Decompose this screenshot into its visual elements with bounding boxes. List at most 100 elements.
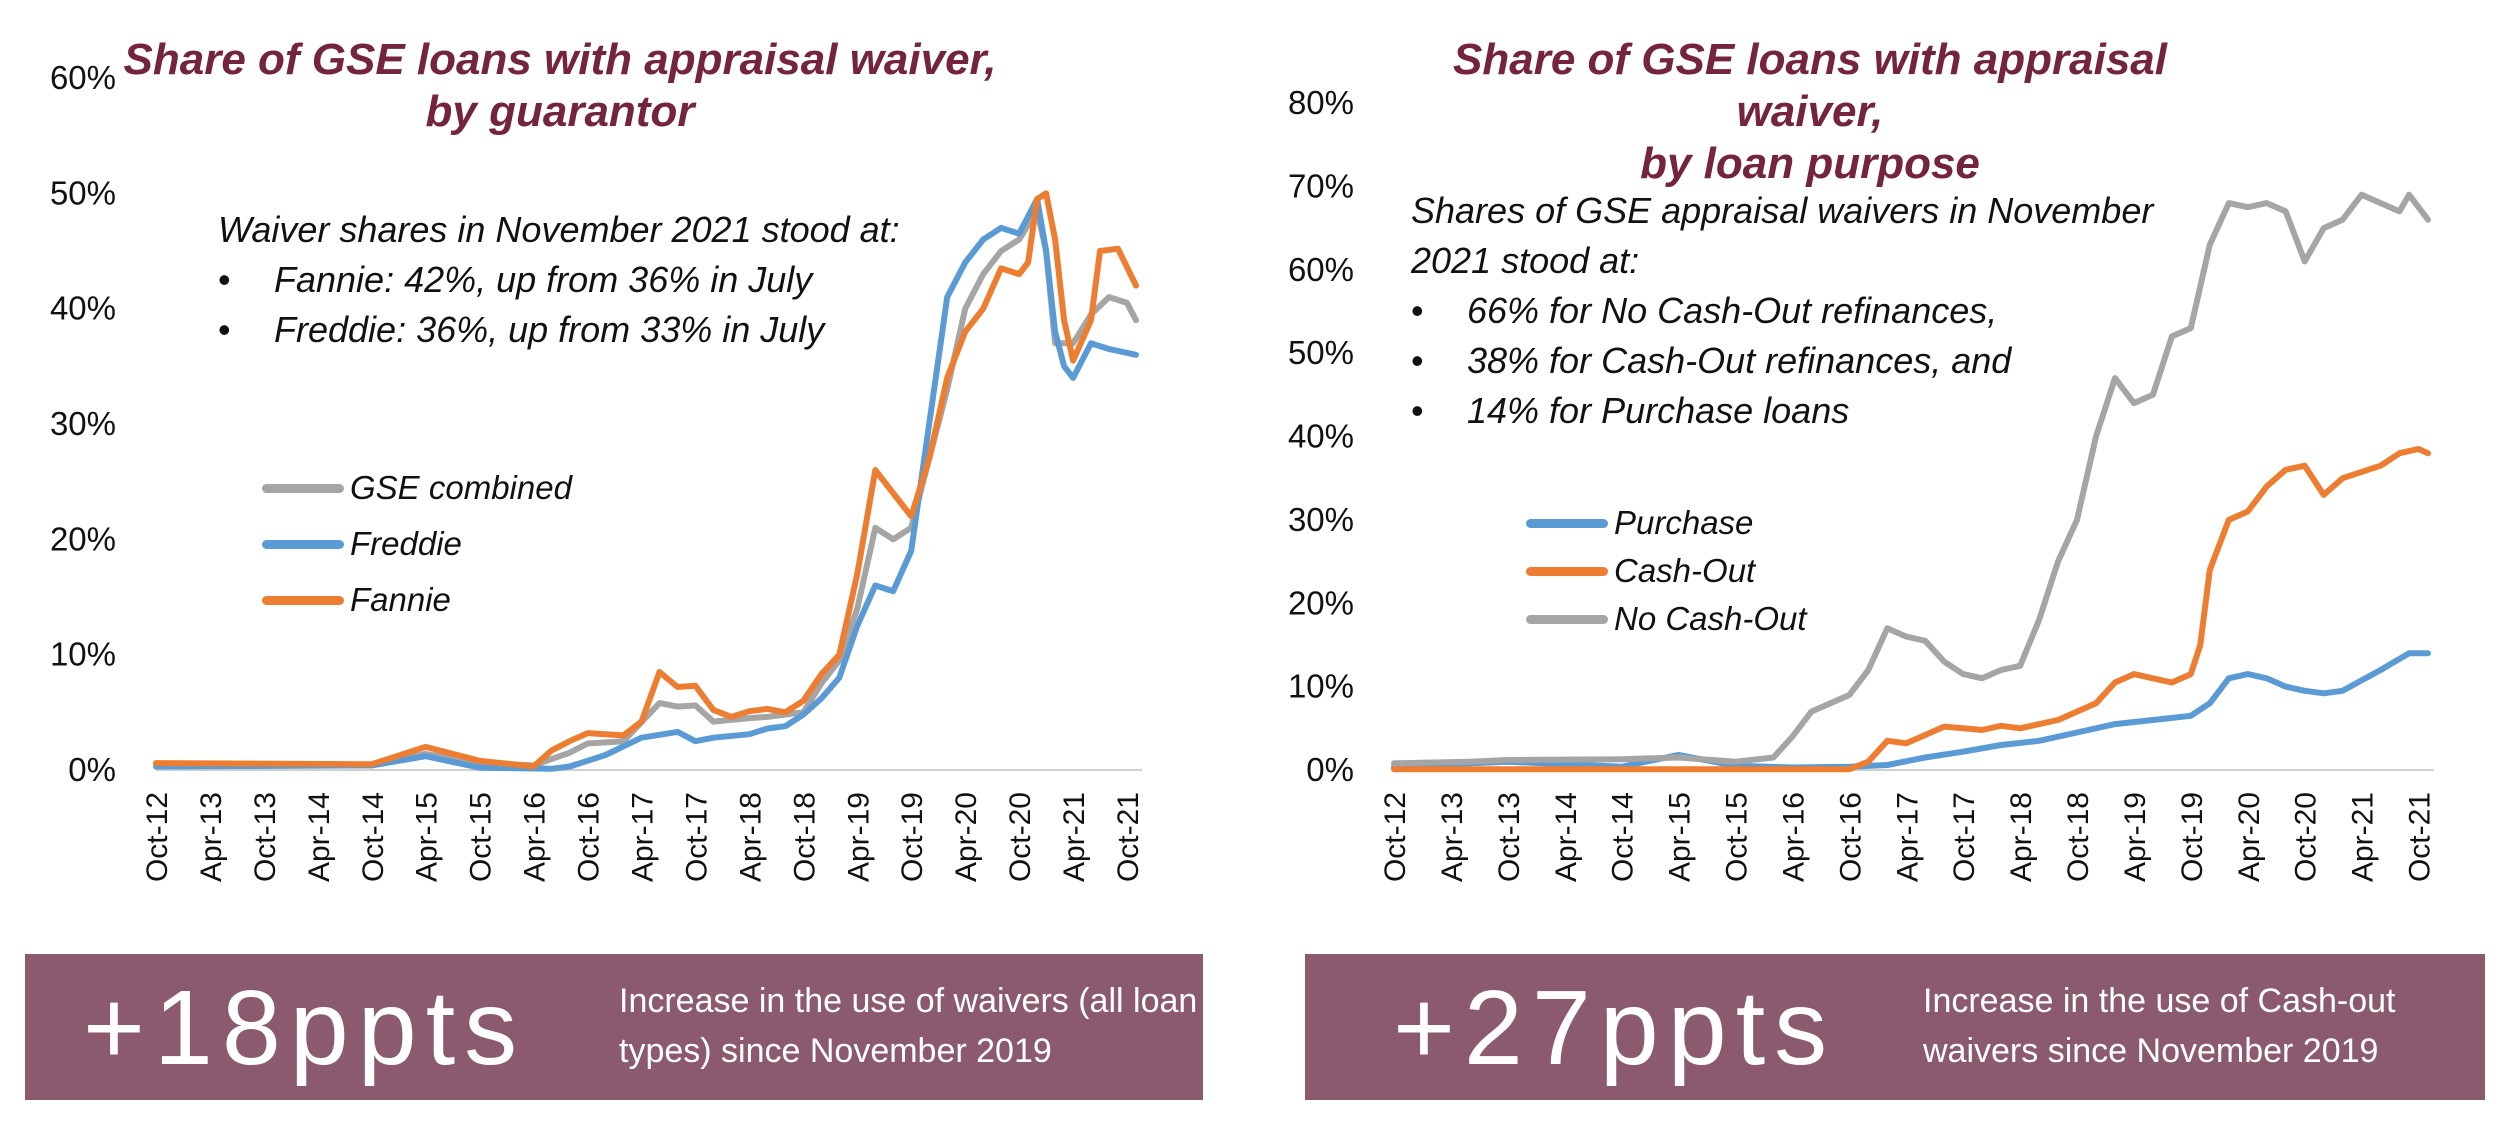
x-tick-label: Oct-15 — [465, 792, 498, 882]
x-tick-label: Oct-18 — [2062, 792, 2095, 882]
chart-legend: GSE combined Freddie Fannie — [262, 464, 572, 624]
legend-item-fannie: Fannie — [262, 576, 572, 624]
chart-annotation: Waiver shares in November 2021 stood at:… — [218, 205, 1098, 355]
x-tick-label: Oct-17 — [1948, 792, 1981, 882]
x-tick-label: Apr-18 — [734, 792, 767, 882]
chart-loan-purpose: 0% 10% 20% 30% 40% 50% 60% 70% 80% Oct-12 Apr-13 Oc… — [1288, 84, 2437, 882]
legend-swatch — [1526, 614, 1608, 624]
x-tick-label: Apr-21 — [1058, 792, 1091, 882]
legend-label: No Cash-Out — [1614, 600, 1807, 637]
x-tick-label: Apr-20 — [2233, 792, 2266, 882]
stat-value: +27ppts — [1393, 969, 1837, 1087]
series-line-cash-out — [1391, 446, 2431, 773]
x-tick-label: Oct-12 — [1379, 792, 1412, 882]
stat-description: Increase in the use of waivers (all loan… — [619, 982, 1198, 1070]
x-tick-label: Apr-21 — [2347, 792, 2380, 882]
legend-item-gse-combined: GSE combined — [262, 464, 572, 512]
legend-swatch — [1526, 566, 1608, 576]
y-tick-label: 40% — [50, 290, 116, 327]
stat-description: Increase in the use of Cash-out waivers … — [1923, 982, 2396, 1070]
x-tick-label: Apr-18 — [2005, 792, 2038, 882]
legend-item-cash-out: Cash-Out — [1526, 547, 1807, 595]
y-tick-label: 70% — [1288, 167, 1354, 204]
series-line-purchase — [1391, 650, 2431, 771]
x-tick-label: Oct-16 — [573, 792, 606, 882]
chart-title-line-1: Share of GSE loans with appraisal waiver… — [1453, 35, 2167, 136]
y-tick-label: 50% — [50, 174, 116, 211]
chart-title: Share of GSE loans with appraisal waiver… — [1400, 34, 2220, 190]
legend-label: Purchase — [1614, 504, 1754, 541]
y-tick-label: 30% — [50, 405, 116, 442]
y-tick-label: 10% — [50, 636, 116, 673]
legend-item-purchase: Purchase — [1526, 499, 1807, 547]
x-tick-label: Oct-20 — [2290, 792, 2323, 882]
legend-label: GSE combined — [350, 469, 572, 506]
y-tick-label: 60% — [1288, 251, 1354, 288]
annotation-heading: Shares of GSE appraisal waivers in Novem… — [1411, 190, 2154, 281]
y-tick-label: 80% — [1288, 84, 1354, 121]
x-tick-label: Apr-14 — [303, 792, 336, 882]
annotation-bullet: 66% for No Cash-Out refinances, — [1411, 286, 2171, 336]
y-tick-label: 0% — [1306, 751, 1354, 788]
legend-swatch — [262, 595, 344, 605]
annotation-bullet: Fannie: 42%, up from 36% in July — [218, 255, 1098, 305]
legend-label: Cash-Out — [1614, 552, 1756, 589]
x-tick-label: Oct-13 — [1493, 792, 1526, 882]
y-tick-label: 0% — [68, 751, 116, 788]
x-tick-label: Oct-20 — [1004, 792, 1037, 882]
y-tick-label: 40% — [1288, 418, 1354, 455]
chart-title-line-2: by loan purpose — [1640, 139, 1980, 188]
x-tick-label: Apr-20 — [950, 792, 983, 882]
annotation-bullet: 38% for Cash-Out refinances, and — [1411, 336, 2171, 386]
chart-guarantor: 0% 10% 20% 30% 40% 50% 60% Oct-12 Apr-13 Oct-13 Ap… — [50, 59, 1145, 882]
y-tick-label: 10% — [1288, 668, 1354, 705]
x-tick-label: Apr-14 — [1550, 792, 1583, 882]
y-tick-label: 20% — [1288, 584, 1354, 621]
x-tick-label: Apr-13 — [1436, 792, 1469, 882]
x-tick-label: Oct-21 — [2404, 792, 2437, 882]
x-tick-label: Apr-16 — [519, 792, 552, 882]
x-tick-label: Apr-17 — [1891, 792, 1924, 882]
x-tick-label: Apr-17 — [627, 792, 660, 882]
legend-swatch — [262, 483, 344, 493]
annotation-bullet: 14% for Purchase loans — [1411, 386, 2171, 436]
chart-title-line-1: Share of GSE loans with appraisal waiver… — [123, 35, 997, 84]
stat-box-cash-out: +27ppts Increase in the use of Cash-out … — [1305, 954, 2485, 1100]
y-tick-label: 20% — [50, 520, 116, 557]
chart-title-line-2: by guarantor — [425, 87, 695, 136]
x-tick-label: Oct-19 — [896, 792, 929, 882]
x-tick-label: Oct-21 — [1112, 792, 1145, 882]
annotation-bullet: Freddie: 36%, up from 33% in July — [218, 305, 1098, 355]
legend-item-no-cash-out: No Cash-Out — [1526, 595, 1807, 643]
chart-panel-loan-purpose: Share of GSE loans with appraisal waiver… — [1250, 0, 2500, 1148]
x-tick-label: Oct-16 — [1834, 792, 1867, 882]
stat-value: +18ppts — [83, 969, 527, 1087]
x-tick-label: Oct-13 — [249, 792, 282, 882]
x-tick-label: Oct-17 — [680, 792, 713, 882]
series-line-no-cash-out — [1391, 191, 2431, 767]
x-tick-label: Apr-19 — [842, 792, 875, 882]
series-line-fannie — [153, 190, 1139, 770]
y-tick-label: 30% — [1288, 501, 1354, 538]
x-tick-label: Apr-15 — [1664, 792, 1697, 882]
x-tick-label: Oct-12 — [141, 792, 174, 882]
x-tick-label: Apr-15 — [411, 792, 444, 882]
x-tick-label: Oct-15 — [1721, 792, 1754, 882]
x-tick-label: Apr-19 — [2119, 792, 2152, 882]
annotation-heading: Waiver shares in November 2021 stood at: — [218, 209, 900, 250]
x-tick-label: Apr-13 — [195, 792, 228, 882]
chart-annotation: Shares of GSE appraisal waivers in Novem… — [1411, 186, 2171, 436]
chart-legend: Purchase Cash-Out No Cash-Out — [1526, 499, 1807, 643]
chart-panel-guarantor: Share of GSE loans with appraisal waiver… — [0, 0, 1250, 1148]
x-tick-label: Oct-18 — [788, 792, 821, 882]
x-tick-label: Oct-14 — [1607, 792, 1640, 882]
x-tick-label: Apr-16 — [1777, 792, 1810, 882]
chart-title: Share of GSE loans with appraisal waiver… — [120, 34, 1000, 138]
stat-box-all-loans: +18ppts Increase in the use of waivers (… — [25, 954, 1203, 1100]
legend-label: Fannie — [350, 581, 451, 618]
x-tick-label: Oct-19 — [2176, 792, 2209, 882]
y-tick-label: 60% — [50, 59, 116, 96]
y-tick-label: 50% — [1288, 334, 1354, 371]
x-tick-label: Oct-14 — [357, 792, 390, 882]
legend-swatch — [1526, 518, 1608, 528]
